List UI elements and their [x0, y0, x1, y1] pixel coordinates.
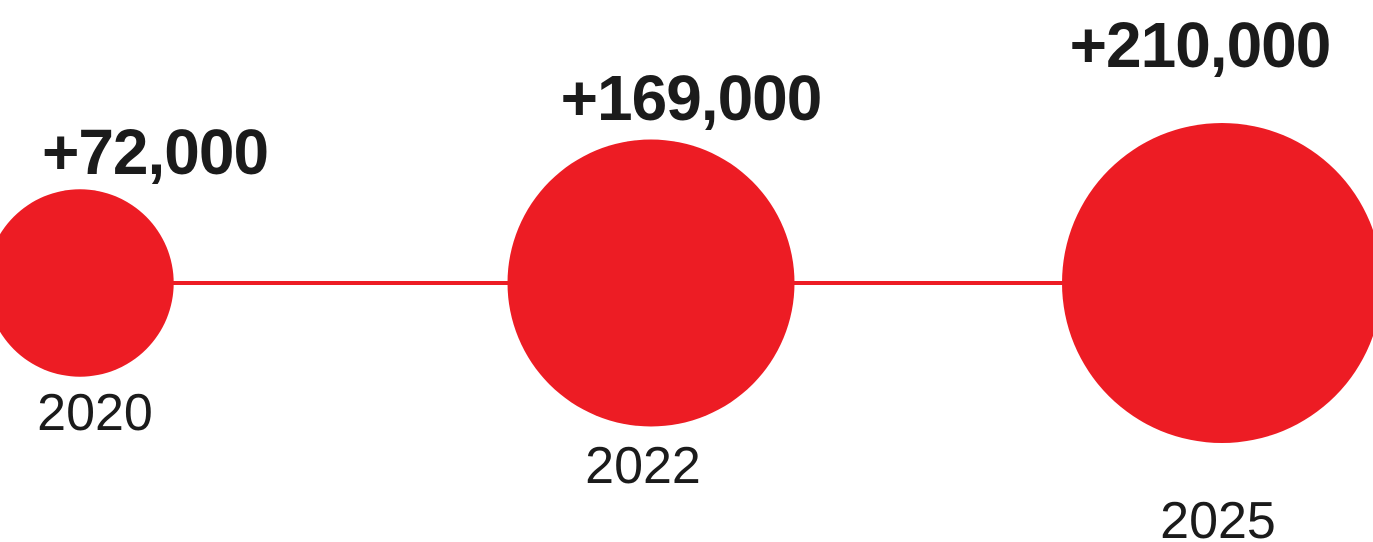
- year-label-2022: 2022: [585, 437, 701, 495]
- bubble-2022: [507, 139, 795, 427]
- bubble-2020: [0, 189, 174, 377]
- year-label-2025: 2025: [1160, 492, 1276, 542]
- value-label-2022: +169,000: [561, 62, 822, 134]
- value-label-2025: +210,000: [1070, 9, 1331, 81]
- bubble-2025: [1062, 123, 1373, 443]
- bubble-marks: [0, 123, 1373, 443]
- value-label-2020: +72,000: [42, 116, 268, 188]
- year-label-2020: 2020: [37, 384, 153, 442]
- chart-labels: +72,000 +169,000 +210,000 2020 2022 2025: [37, 9, 1331, 542]
